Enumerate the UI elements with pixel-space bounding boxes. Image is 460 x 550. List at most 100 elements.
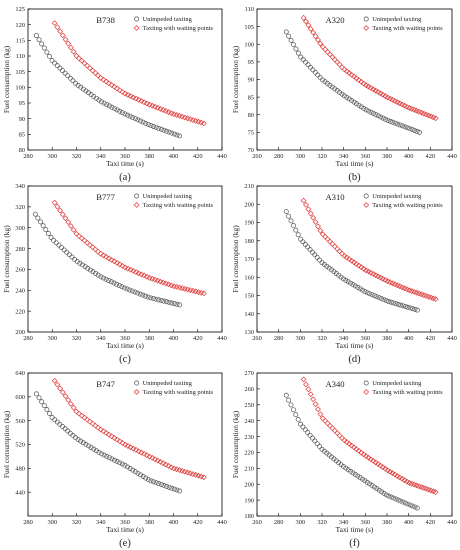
data-point — [410, 306, 416, 312]
data-point — [119, 89, 126, 95]
chart-panel-a310: 260 280 300 320 340 360 380 400 420 440 130 140 150 1… — [231, 183, 457, 365]
data-point — [324, 49, 331, 55]
data-point — [129, 288, 135, 294]
data-point — [367, 291, 373, 297]
y-tick-label: 105 — [15, 69, 25, 76]
data-point — [174, 132, 180, 138]
data-point — [350, 282, 356, 288]
data-point — [162, 108, 169, 114]
data-point — [312, 252, 318, 258]
data-point — [346, 440, 353, 447]
y-axis-label: Fuel consumption (kg) — [231, 225, 240, 293]
data-point — [341, 437, 348, 444]
y-tick-label: 120 — [15, 22, 25, 29]
data-point — [418, 291, 425, 298]
data-point — [288, 37, 294, 43]
y-tick-label: 110 — [16, 53, 25, 60]
y-tick-label: 105 — [244, 24, 254, 31]
x-axis-label: Taxi time (s) — [336, 341, 374, 350]
y-tick-label: 600 — [15, 394, 25, 401]
data-point — [148, 295, 154, 301]
data-point — [307, 432, 313, 438]
x-tick-label: 440 — [217, 335, 227, 342]
data-point — [319, 415, 326, 422]
data-point — [138, 118, 143, 124]
data-point — [428, 294, 434, 301]
y-tick-label: 140 — [244, 311, 254, 318]
data-point — [100, 252, 107, 259]
y-tick-label: 300 — [15, 225, 25, 232]
data-point — [412, 306, 418, 312]
data-point — [122, 285, 127, 291]
data-point — [119, 263, 126, 269]
data-point — [66, 252, 72, 258]
data-point — [317, 227, 324, 234]
data-point — [145, 122, 151, 127]
data-point — [418, 484, 425, 490]
data-point — [135, 270, 142, 277]
data-point — [36, 395, 42, 401]
data-point — [62, 70, 68, 76]
data-point — [54, 24, 61, 31]
data-point — [343, 439, 350, 445]
x-tick-label: 440 — [217, 153, 227, 160]
data-point — [54, 419, 60, 425]
chart-panel-a320: 260 280 300 320 340 360 380 400 420 440 70 75 80 85 90… — [231, 6, 457, 183]
data-point — [114, 259, 120, 266]
data-point — [416, 483, 422, 490]
data-point — [396, 474, 403, 481]
data-point — [412, 128, 418, 133]
data-point — [127, 444, 134, 451]
data-point — [375, 461, 381, 467]
data-point — [388, 494, 394, 500]
data-point — [348, 257, 355, 264]
data-point — [158, 482, 164, 487]
data-point — [377, 462, 384, 469]
data-point — [51, 199, 58, 206]
y-axis-label: Fuel consumption (kg) — [231, 410, 240, 478]
x-tick-label: 280 — [23, 519, 33, 526]
y-tick-label: 340 — [15, 183, 25, 190]
data-point — [122, 264, 129, 271]
data-point — [143, 475, 149, 481]
data-point — [408, 480, 415, 487]
data-point — [372, 87, 379, 94]
data-point — [54, 381, 61, 388]
data-point — [392, 120, 398, 126]
data-point — [158, 298, 164, 303]
data-point — [112, 457, 117, 463]
x-tick-label: 380 — [382, 519, 392, 526]
data-point — [166, 484, 172, 490]
data-point — [200, 290, 207, 297]
data-point — [348, 442, 355, 449]
data-point — [65, 40, 72, 47]
data-point — [106, 255, 112, 262]
data-point — [369, 292, 375, 298]
data-point — [401, 102, 408, 109]
x-tick-label: 320 — [72, 519, 82, 526]
data-point — [392, 281, 398, 288]
data-point — [108, 82, 115, 88]
data-point — [346, 70, 353, 76]
data-point — [372, 459, 379, 466]
data-point — [141, 99, 148, 106]
data-point — [312, 401, 319, 408]
data-point — [312, 219, 319, 225]
data-point — [78, 412, 85, 419]
x-tick-label: 440 — [217, 519, 227, 526]
data-point — [51, 20, 58, 26]
data-point — [65, 397, 72, 403]
data-point — [322, 417, 329, 424]
y-tick-label: 75 — [248, 130, 254, 137]
data-point — [75, 437, 81, 442]
data-point — [290, 407, 296, 413]
data-point — [133, 447, 139, 453]
x-axis-label: Taxi time (s) — [106, 159, 144, 168]
legend-marker — [133, 25, 140, 31]
data-point — [348, 71, 355, 78]
data-point — [104, 102, 110, 107]
data-point — [334, 59, 341, 66]
data-point — [100, 428, 107, 435]
data-point — [83, 441, 89, 447]
data-point — [62, 426, 68, 432]
